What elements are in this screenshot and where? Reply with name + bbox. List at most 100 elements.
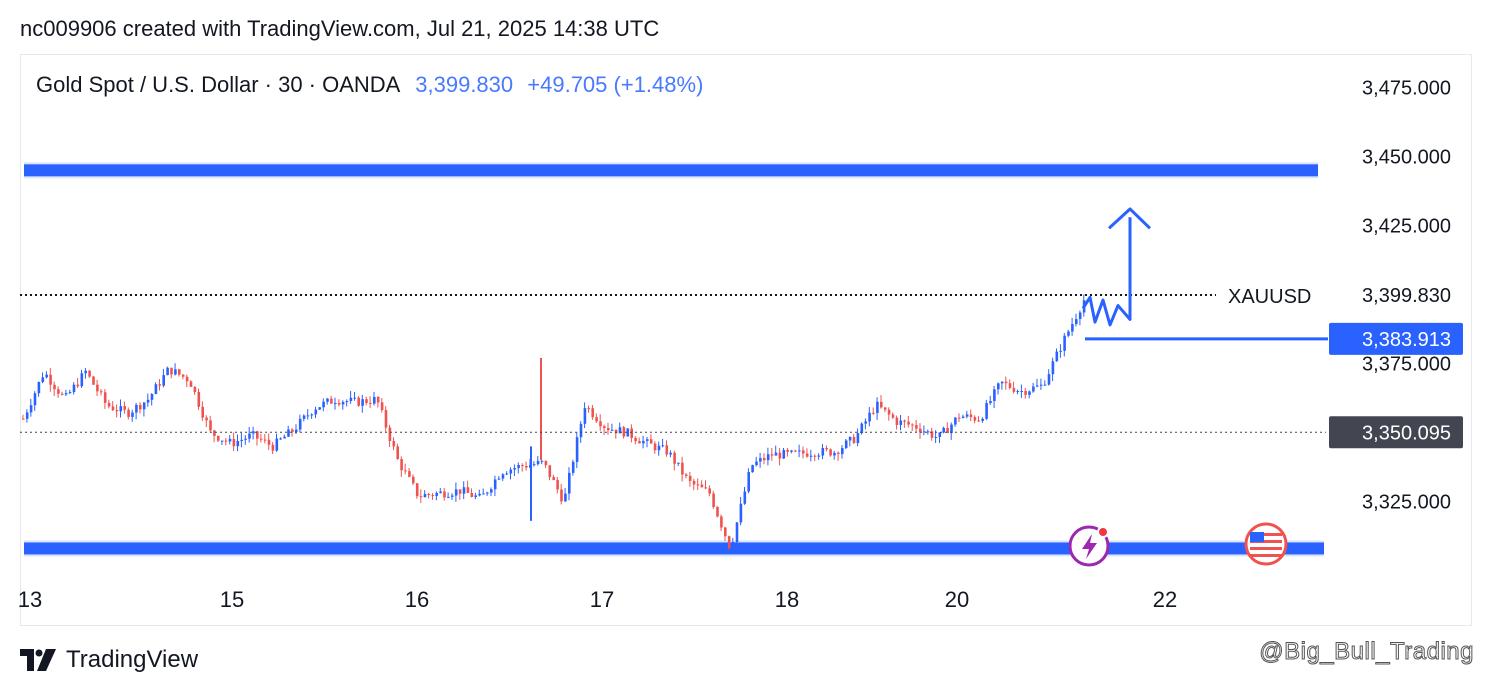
candle-body — [525, 465, 528, 468]
candle-body — [981, 418, 984, 421]
candle-body — [482, 493, 485, 495]
prev-close-label: 3,350.095 — [1362, 422, 1451, 444]
candle-body — [174, 369, 177, 375]
candle — [646, 437, 649, 448]
candle — [821, 443, 825, 460]
candle-body — [763, 458, 766, 461]
candle — [607, 422, 610, 435]
candle — [349, 390, 353, 404]
chart-frame — [20, 54, 1472, 626]
candle — [540, 460, 544, 465]
candle-body — [466, 487, 470, 493]
flag-ring — [1244, 522, 1288, 566]
symbol-price-label: XAUUSD — [1228, 286, 1311, 308]
tradingview-logo[interactable]: TradingView — [20, 646, 198, 674]
candle — [287, 425, 290, 438]
candle-body — [64, 392, 68, 395]
candle — [41, 372, 45, 384]
candle-body — [564, 493, 567, 502]
candle-body — [712, 493, 715, 507]
candle-body — [302, 415, 306, 419]
candle-body — [80, 373, 84, 387]
marked-level-badge — [1329, 322, 1463, 355]
candle — [189, 380, 193, 387]
candle-body — [84, 370, 87, 374]
candle — [743, 486, 747, 505]
candle — [899, 414, 903, 431]
candle — [310, 413, 314, 419]
candle-body — [384, 410, 388, 428]
candle — [123, 401, 126, 414]
candle — [361, 394, 364, 413]
candle-body — [439, 491, 442, 493]
x-tick-label: 17 — [590, 587, 614, 612]
candle-body — [973, 417, 977, 421]
candle-body — [49, 374, 52, 385]
candle-body — [622, 427, 626, 437]
candle-body — [240, 439, 243, 441]
candle-body — [376, 396, 380, 403]
candle — [1051, 357, 1055, 381]
candle — [57, 386, 60, 398]
candle-body — [330, 398, 333, 404]
candle-body — [283, 436, 286, 439]
candle — [575, 432, 579, 469]
candle — [841, 445, 844, 459]
candle-body — [365, 399, 368, 403]
candle-body — [548, 465, 552, 478]
candle-body — [642, 440, 645, 444]
candle — [509, 467, 513, 480]
candle-body — [556, 480, 559, 490]
candle — [1055, 348, 1059, 362]
candle-body — [119, 406, 123, 412]
candle-body — [454, 489, 458, 496]
y-tick-label: 3,425.000 — [1362, 216, 1451, 238]
candle-body — [135, 404, 138, 413]
candle-body — [217, 435, 220, 441]
candle — [162, 368, 165, 388]
candle-body — [279, 438, 282, 440]
candle-body — [427, 494, 431, 496]
candle — [724, 526, 727, 542]
candle — [501, 473, 505, 481]
candle-body — [447, 496, 450, 498]
candle-body — [708, 488, 711, 494]
candle — [700, 480, 704, 488]
candle — [903, 419, 906, 428]
candle — [228, 435, 232, 445]
candle — [181, 374, 185, 380]
candle-body — [478, 493, 481, 496]
candle — [443, 488, 446, 501]
x-tick-label: 15 — [220, 587, 244, 612]
candle-body — [591, 408, 594, 418]
candle — [525, 461, 528, 471]
candle-body — [107, 402, 111, 407]
candle-body — [954, 417, 957, 425]
candle — [891, 412, 895, 419]
candle — [1078, 310, 1082, 326]
candle-body — [673, 452, 676, 464]
candle-body — [431, 494, 435, 496]
lightning-icon[interactable] — [1068, 525, 1110, 567]
flag-stripe — [1250, 540, 1282, 543]
candle — [174, 363, 177, 376]
candle-body — [435, 492, 438, 496]
candle-body — [37, 382, 41, 394]
candle — [170, 367, 173, 379]
candle — [267, 433, 271, 450]
candle — [482, 488, 485, 495]
candle — [115, 404, 119, 418]
candle-body — [388, 427, 392, 441]
candle — [373, 391, 376, 406]
x-tick-label: 20 — [945, 587, 969, 612]
candle — [326, 397, 329, 405]
candle — [1012, 381, 1016, 394]
symbol-label: Gold Spot / U.S. Dollar · 30 · OANDA — [36, 72, 400, 97]
candle — [240, 432, 243, 448]
candle — [599, 414, 602, 431]
candle — [29, 398, 33, 417]
us-flag-icon[interactable] — [1244, 522, 1288, 566]
candle — [610, 423, 614, 431]
candle — [256, 430, 259, 446]
